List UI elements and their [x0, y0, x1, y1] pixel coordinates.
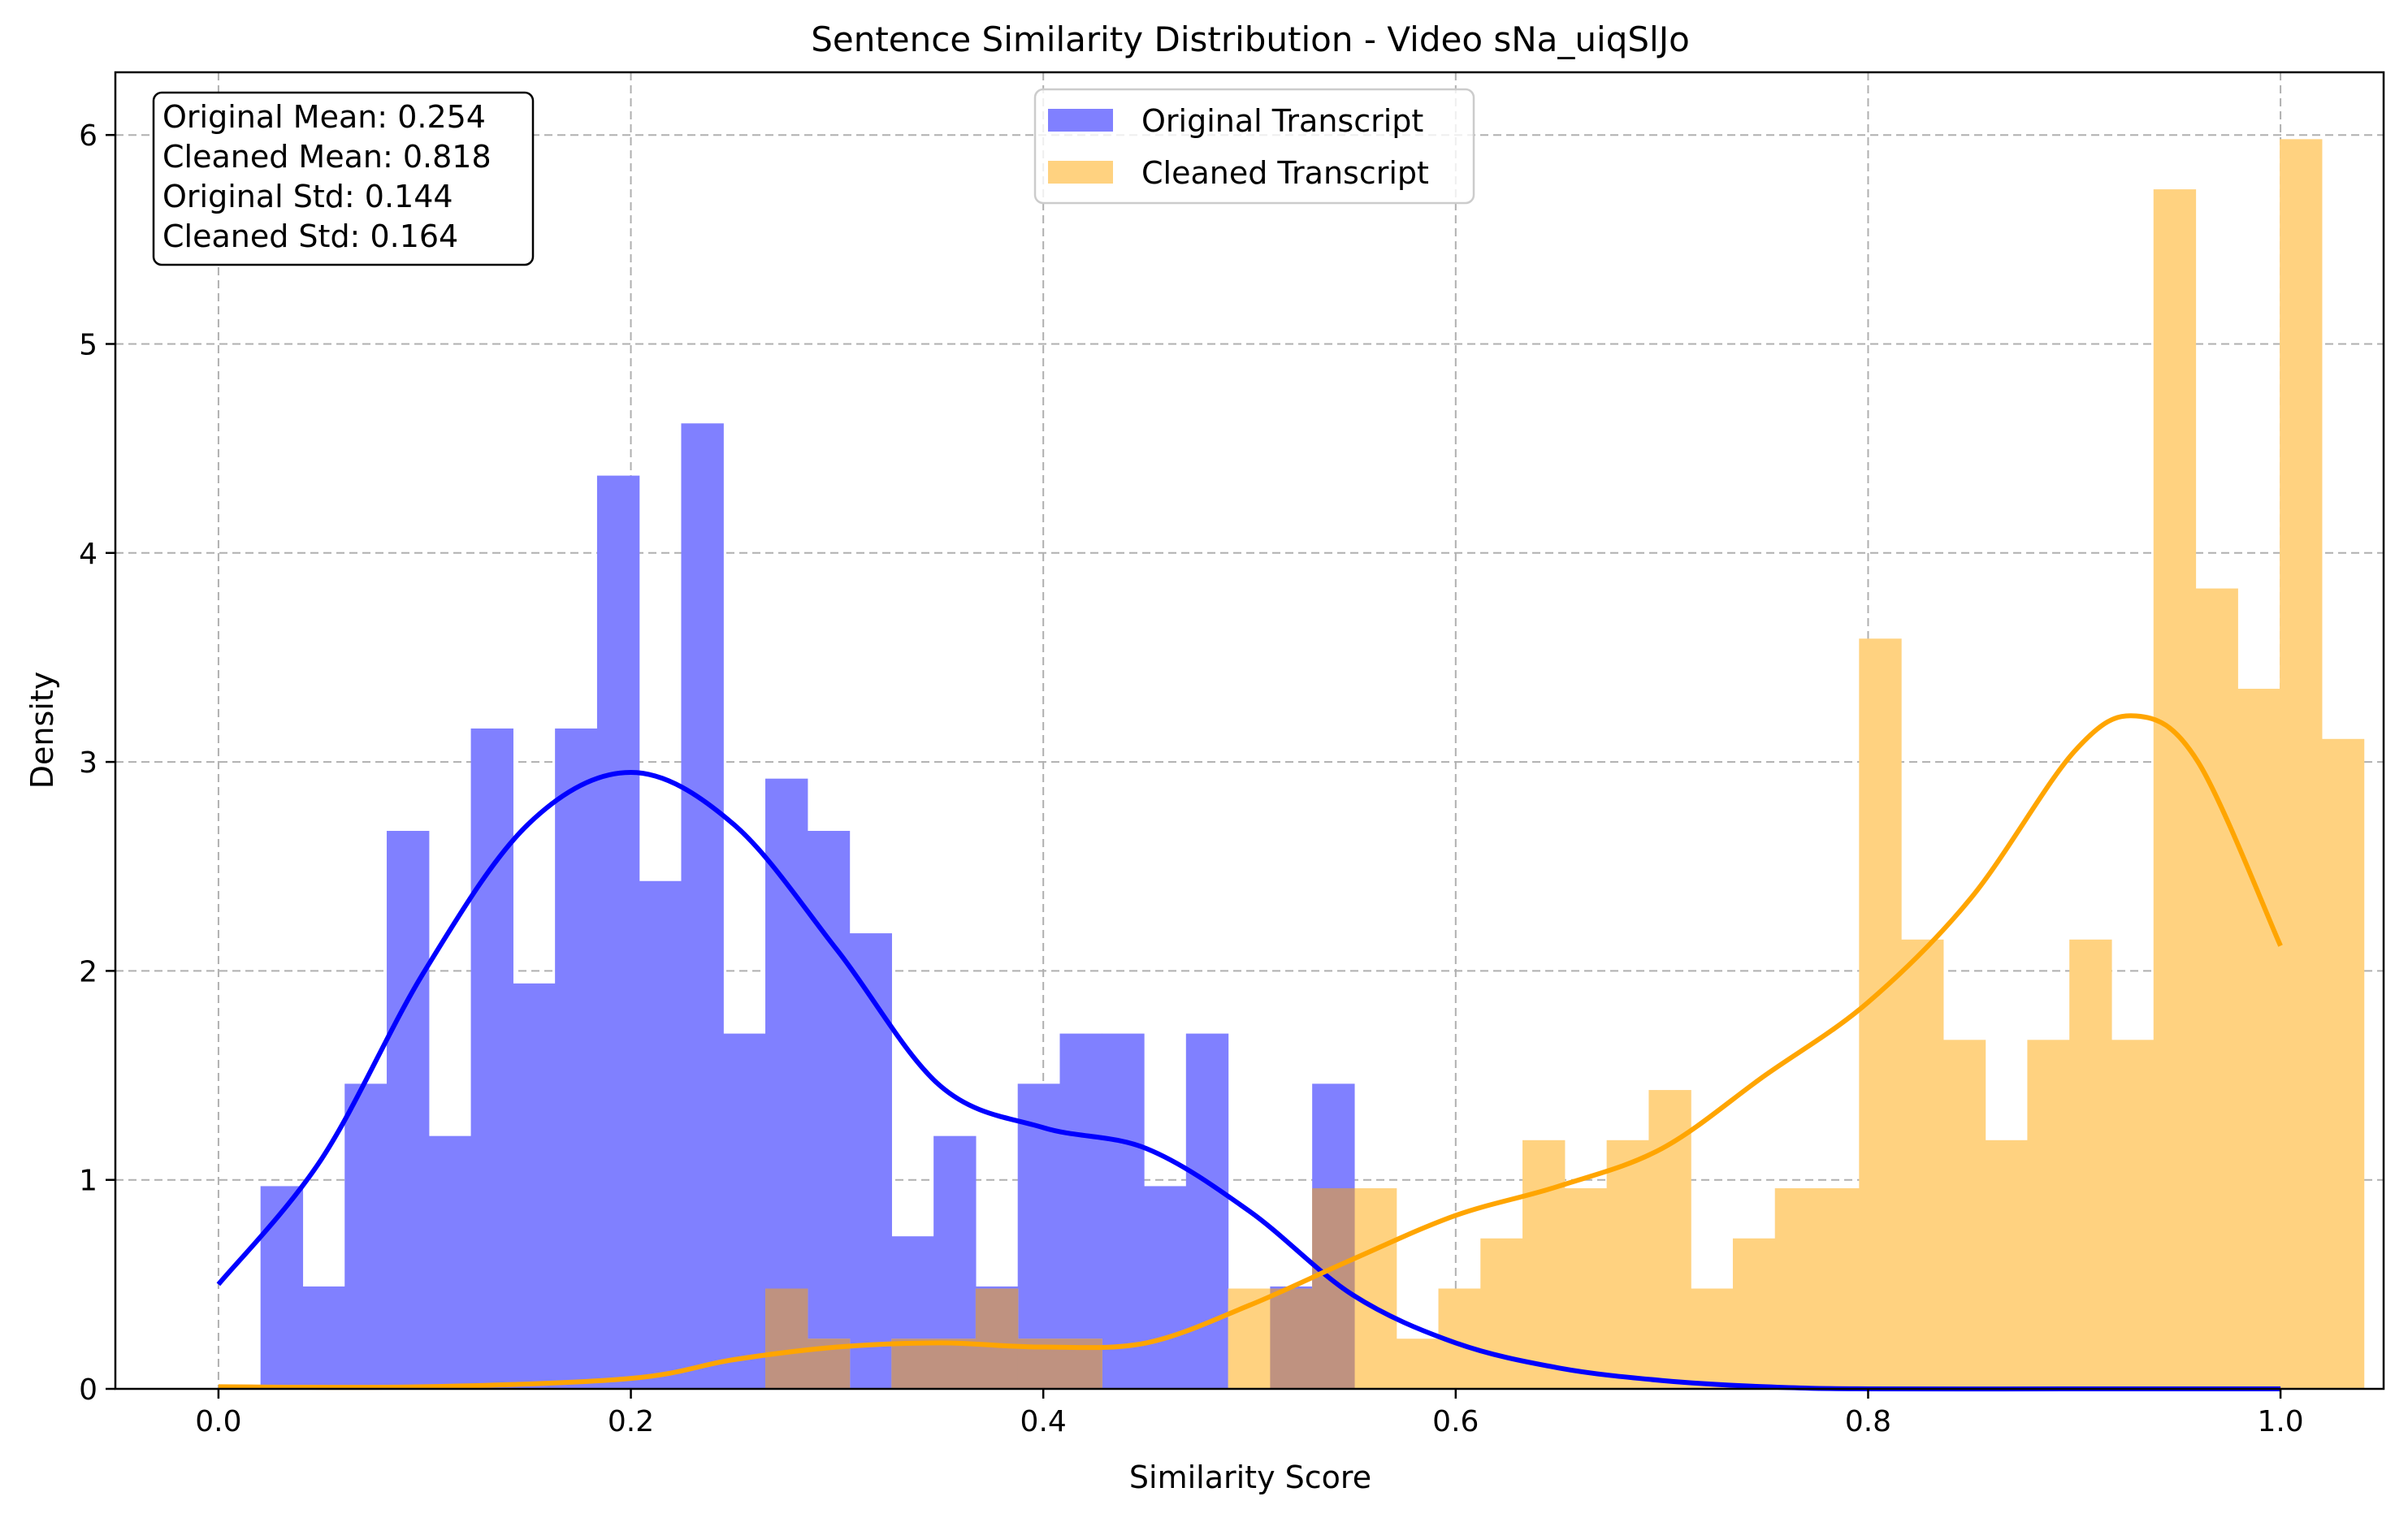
legend: Original Transcript Cleaned Transcript	[1033, 88, 1475, 205]
histogram-bar-cleaned	[1648, 1090, 1691, 1389]
histogram-bar-cleaned	[2280, 139, 2323, 1389]
y-tick-label: 2	[79, 955, 97, 988]
x-tick-label: 0.0	[195, 1405, 241, 1438]
histogram-bar-original	[387, 831, 430, 1389]
histogram-bar-cleaned	[1691, 1288, 1734, 1389]
histogram-bar-overlap	[933, 1339, 977, 1389]
cleaned-bars	[765, 139, 2365, 1390]
legend-frame	[1033, 88, 1475, 205]
legend-label-cleaned: Cleaned Transcript	[1141, 155, 1429, 191]
x-tick-label: 0.8	[1845, 1405, 1891, 1438]
histogram-bar-original	[723, 1033, 766, 1389]
x-axis: 0.0 0.2 0.4 0.6 0.8 1.0	[195, 1389, 2304, 1438]
histogram-bar-cleaned	[1732, 1238, 1776, 1389]
histogram-bar-original	[470, 728, 513, 1389]
legend-swatch-original	[1048, 109, 1113, 132]
histogram-bar-overlap	[765, 1288, 808, 1389]
kde-curves	[216, 713, 2283, 1392]
histogram-bar-original	[596, 475, 640, 1389]
chart-title: Sentence Similarity Distribution - Video…	[811, 19, 1690, 59]
histogram-bar-original	[639, 880, 682, 1389]
histogram-bar-cleaned	[1353, 1187, 1397, 1389]
x-tick-label: 0.6	[1432, 1405, 1479, 1438]
y-axis-label: Density	[24, 672, 60, 789]
y-tick-label: 0	[79, 1373, 97, 1407]
histogram-bar-original	[302, 1286, 345, 1389]
histogram-bar-original	[1144, 1186, 1187, 1389]
histogram-bar-overlap	[1312, 1187, 1355, 1389]
stats-line: Cleaned Mean: 0.818	[162, 139, 492, 175]
histogram-bar-original	[807, 831, 851, 1389]
x-tick-label: 1.0	[2257, 1405, 2303, 1438]
x-axis-label: Similarity Score	[1129, 1460, 1371, 1495]
stats-box-frame	[152, 91, 535, 266]
y-tick-label: 5	[79, 328, 97, 361]
histogram-bar-original	[1017, 1083, 1061, 1389]
histogram-bar-original	[1102, 1033, 1145, 1389]
y-axis: 0 1 2 3 4 5 6	[79, 119, 115, 1407]
histogram-bar-cleaned	[2321, 738, 2365, 1389]
histogram-bar-cleaned	[2069, 939, 2112, 1389]
y-tick-label: 1	[79, 1165, 97, 1198]
histogram-bar-cleaned	[1522, 1140, 1566, 1389]
histogram-bar-cleaned	[1774, 1187, 1818, 1389]
stats-box: Original Mean: 0.254 Cleaned Mean: 0.818…	[152, 91, 535, 266]
x-tick-label: 0.4	[1020, 1405, 1067, 1438]
histogram-bar-cleaned	[2153, 189, 2197, 1390]
y-tick-label: 4	[79, 538, 97, 571]
histogram-bar-original	[260, 1186, 304, 1389]
histogram-bar-cleaned	[1901, 939, 1944, 1389]
kde-line-original	[216, 769, 2281, 1392]
legend-swatch-cleaned	[1048, 161, 1113, 184]
histogram-bar-original	[555, 728, 598, 1389]
histogram-bar-cleaned	[1817, 1187, 1860, 1389]
histogram-bar-original	[428, 1135, 472, 1389]
histogram-bar-cleaned	[2237, 689, 2280, 1389]
y-tick-label: 3	[79, 746, 97, 780]
x-tick-label: 0.2	[608, 1405, 654, 1438]
histogram-bar-cleaned	[2195, 588, 2238, 1389]
histogram-bar-cleaned	[1942, 1040, 1986, 1389]
histogram-bar-cleaned	[1859, 638, 1902, 1389]
histogram-bar-original	[1185, 1033, 1229, 1389]
stats-line: Original Std: 0.144	[162, 179, 453, 214]
histogram-bar-overlap	[975, 1288, 1019, 1389]
histogram-bar-original	[849, 933, 892, 1389]
y-tick-label: 6	[79, 119, 97, 153]
histogram-bar-original	[681, 423, 724, 1390]
histogram-bar-cleaned	[2111, 1040, 2155, 1389]
stats-line: Cleaned Std: 0.164	[162, 218, 458, 254]
histogram-bar-cleaned	[1480, 1238, 1523, 1389]
histogram-bar-original	[513, 983, 556, 1389]
histogram-bar-overlap	[891, 1339, 934, 1389]
kde-line-cleaned	[218, 713, 2283, 1390]
legend-label-original: Original Transcript	[1141, 103, 1423, 139]
original-bars	[260, 423, 1355, 1390]
plot-frame	[114, 71, 2385, 1390]
histogram-bar-original	[1059, 1033, 1102, 1389]
histogram-bar-cleaned	[1396, 1339, 1440, 1389]
histogram-bar-cleaned	[2027, 1040, 2070, 1389]
histogram-bar-overlap	[1270, 1288, 1313, 1389]
stats-line: Original Mean: 0.254	[162, 99, 486, 135]
histogram-bar-cleaned	[1564, 1187, 1608, 1389]
histogram-bar-original	[344, 1083, 388, 1389]
histogram-bar-cleaned	[1606, 1140, 1649, 1389]
histogram-bar-cleaned	[1985, 1140, 2029, 1389]
